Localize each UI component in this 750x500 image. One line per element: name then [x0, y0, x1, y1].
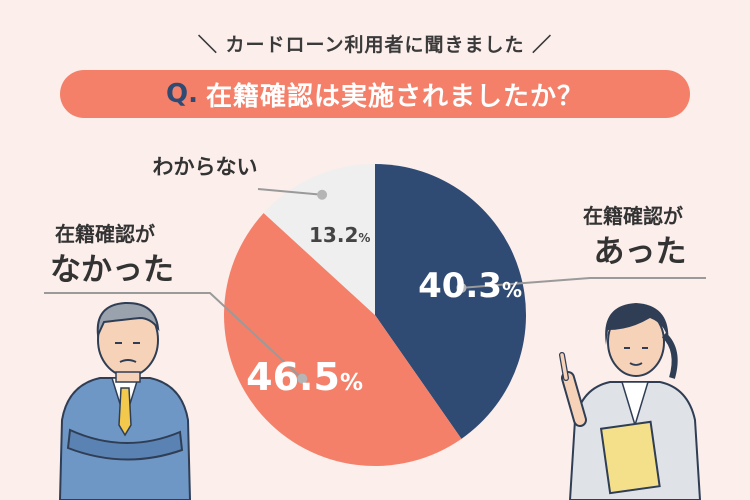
slice-unknown-leader-dot — [317, 189, 328, 200]
slice-yes-leader-line — [461, 277, 706, 289]
label-yes-line1: 在籍確認が — [583, 204, 683, 228]
question-text: 在籍確認は実施されましたか？ — [205, 81, 584, 112]
label-no-line1: 在籍確認が — [55, 222, 155, 246]
slice-yes — [375, 164, 526, 439]
businesswoman-illustration — [559, 303, 702, 500]
slice-values: 40.3% 46.5% 13.2% — [246, 223, 522, 399]
slice-no-leader-line — [44, 292, 303, 380]
label-no-line2: なかった — [50, 252, 174, 288]
label-yes-line2: あった — [594, 234, 687, 270]
slice-unknown — [263, 164, 375, 315]
slice-unknown-leader-line — [257, 188, 323, 196]
slice-no-value: 46.5% — [246, 355, 363, 399]
pie-slices — [224, 164, 526, 466]
slice-yes-value: 40.3% — [418, 266, 522, 306]
slice-no-leader-dot — [297, 373, 308, 384]
slice-unknown-value: 13.2% — [309, 223, 370, 247]
question-banner: Q. 在籍確認は実施されましたか？ — [60, 70, 690, 118]
label-unknown: わからない — [153, 155, 258, 179]
leader-lines — [44, 188, 706, 384]
survey-subtitle: ＼ カードローン利用者に聞きました ／ — [197, 34, 553, 56]
businessman-illustration — [58, 301, 192, 500]
slice-no — [224, 213, 462, 466]
question-prefix: Q. — [166, 79, 198, 109]
slice-yes-leader-dot — [456, 282, 467, 293]
